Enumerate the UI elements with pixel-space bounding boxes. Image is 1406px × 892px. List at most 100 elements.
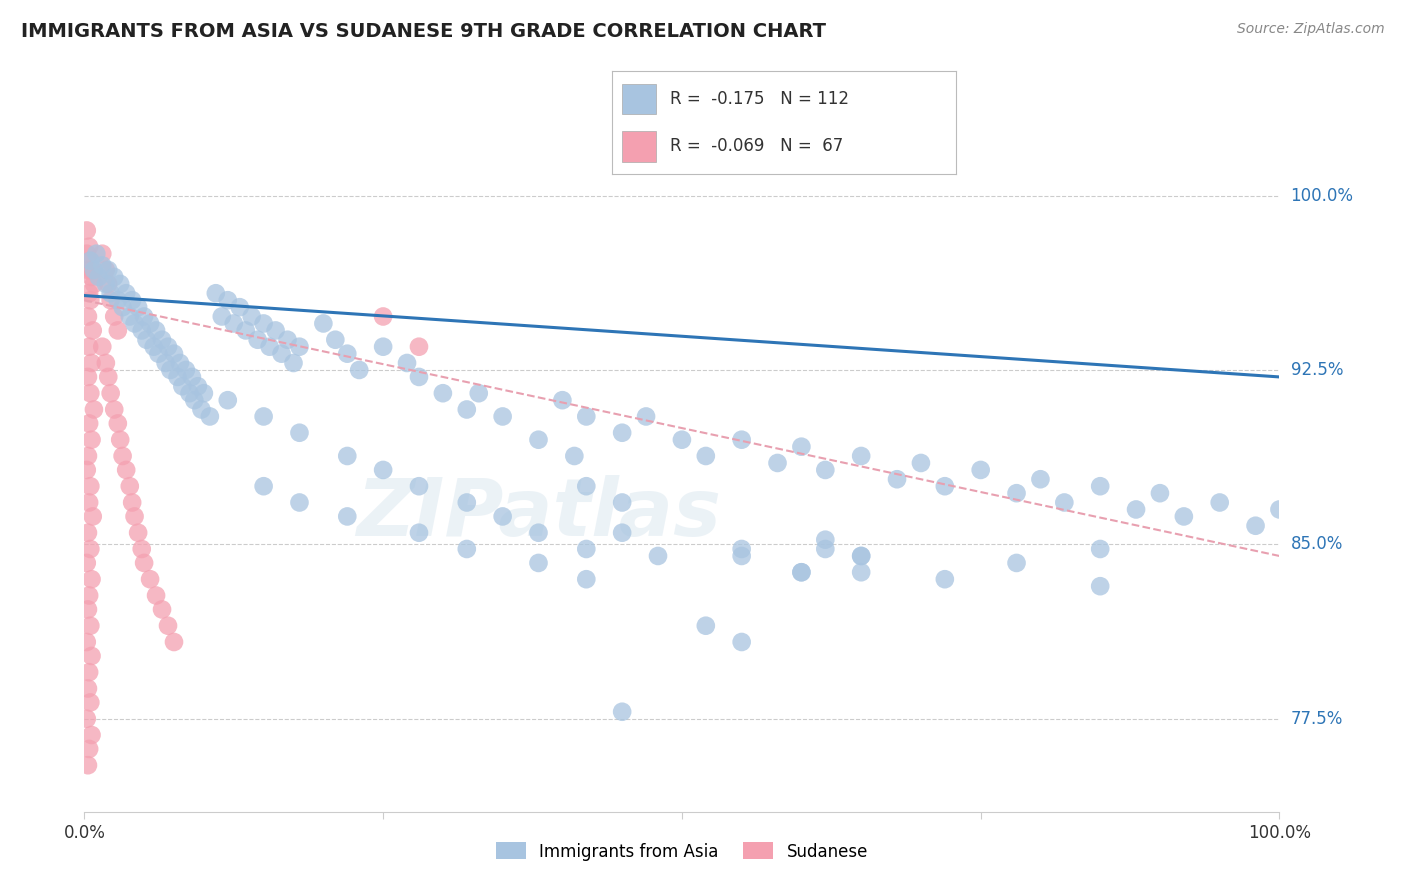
Point [163,635,186,649]
Point [814,463,837,477]
Point [1125,502,1147,516]
Point [169,356,191,370]
Point [150,333,173,347]
Point [575,541,598,556]
Point [1090,541,1112,556]
Point [636,409,658,424]
Point [468,386,491,401]
Point [731,549,754,563]
Point [166,370,188,384]
Point [373,463,395,477]
Point [217,293,239,308]
Text: IMMIGRANTS FROM ASIA VS SUDANESE 9TH GRADE CORRELATION CHART: IMMIGRANTS FROM ASIA VS SUDANESE 9TH GRA… [21,22,827,41]
Point [127,525,149,540]
Point [183,393,205,408]
Point [240,310,263,324]
Point [83,263,105,277]
Point [139,572,162,586]
Point [159,363,181,377]
Point [910,456,932,470]
Point [229,300,252,314]
Point [612,495,634,509]
Point [288,340,311,354]
Text: 100.0%: 100.0% [1291,186,1354,204]
Point [77,340,100,354]
Point [80,356,103,370]
Point [193,386,215,401]
Point [118,310,141,324]
Point [80,728,103,742]
Point [814,533,837,547]
Point [253,409,276,424]
Point [163,347,186,361]
Point [851,549,873,563]
Point [851,566,873,580]
Point [77,286,100,301]
Point [695,618,717,632]
Point [157,618,180,632]
Point [80,263,103,277]
Point [731,635,754,649]
Point [145,589,167,603]
Point [76,223,98,237]
Text: R =  -0.175   N = 112: R = -0.175 N = 112 [671,90,849,108]
Point [77,263,100,277]
Point [131,541,153,556]
Point [695,449,717,463]
Point [76,556,98,570]
Point [1005,556,1028,570]
Point [564,449,586,463]
Point [174,363,197,377]
Point [1090,579,1112,593]
Point [77,370,100,384]
Point [211,310,233,324]
Text: 92.5%: 92.5% [1291,361,1343,379]
Point [91,340,114,354]
Point [77,602,100,616]
Point [110,433,132,447]
Point [124,317,146,331]
Point [731,541,754,556]
Point [246,333,269,347]
Point [77,758,100,772]
Point [77,310,100,324]
Point [115,286,138,301]
Point [121,495,143,509]
Point [1209,495,1232,509]
Text: R =  -0.069   N =  67: R = -0.069 N = 67 [671,137,844,155]
Point [100,286,122,301]
Point [79,293,101,308]
Point [396,356,419,370]
Point [283,356,305,370]
Point [492,509,515,524]
Point [77,681,100,696]
Point [77,449,100,463]
Point [259,340,281,354]
Point [349,363,371,377]
Point [1149,486,1171,500]
Point [79,386,101,401]
Point [575,479,598,493]
Point [336,449,359,463]
Point [94,277,117,291]
Point [82,509,104,524]
Point [127,300,149,314]
Point [575,409,598,424]
Point [205,286,228,301]
Point [325,333,347,347]
Point [647,549,669,563]
Point [575,572,598,586]
Point [79,695,101,709]
Point [148,347,170,361]
Point [76,635,98,649]
Point [1029,472,1052,486]
Point [139,317,162,331]
Bar [621,131,657,161]
Point [172,379,194,393]
Point [103,402,125,417]
Legend: Immigrants from Asia, Sudanese: Immigrants from Asia, Sudanese [489,836,875,867]
Point [80,572,103,586]
Point [288,425,311,440]
Point [181,370,204,384]
Point [432,386,454,401]
